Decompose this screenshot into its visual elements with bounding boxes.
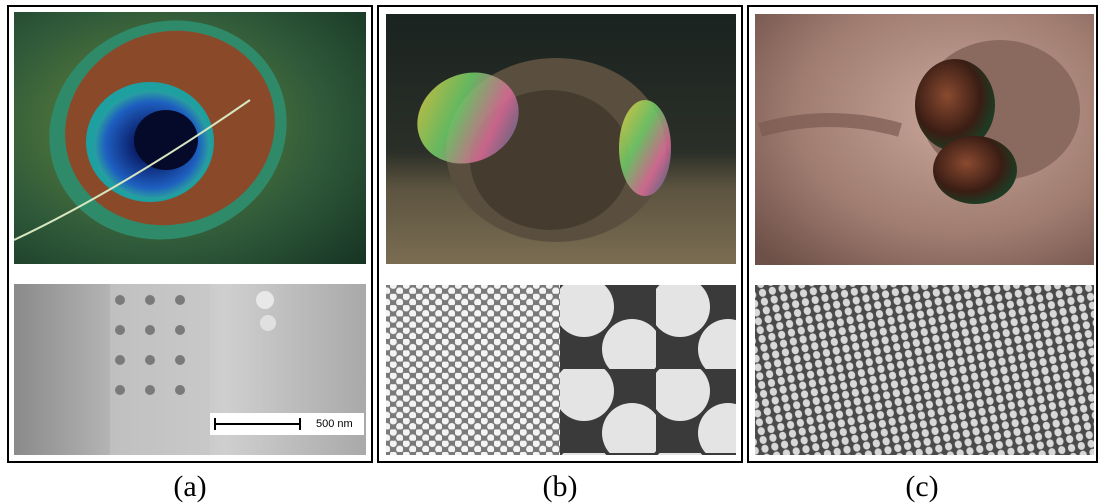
feather-eye [134,110,198,170]
sea-mouse-photo [386,14,736,264]
peacock-photo [14,0,366,273]
panel-label: (c) [905,470,938,503]
pore [145,385,155,395]
sem-image: 500 nm [14,284,366,455]
compound-eye [933,136,1017,204]
pore [115,295,125,305]
sem-sphere [260,315,276,331]
pore [175,325,185,335]
panel-label: (b) [543,470,578,503]
pore [115,355,125,365]
pore [145,355,155,365]
scale-bar-label: 500 nm [316,418,353,430]
iridescent-tuft [619,100,671,196]
sem-sphere [256,291,274,309]
nanopillar-array [755,285,1094,455]
figure: 500 nm (a) (b) (c) [0,0,1103,504]
sem-layer [110,284,210,455]
hex-array-small [386,285,560,455]
pore [115,385,125,395]
mosquito-photo [755,14,1094,265]
panel-label: (a) [173,470,206,503]
pore [175,295,185,305]
pore [145,325,155,335]
pore [145,295,155,305]
pore [175,385,185,395]
pore [175,355,185,365]
pore [115,325,125,335]
hex-array-large [560,285,736,455]
